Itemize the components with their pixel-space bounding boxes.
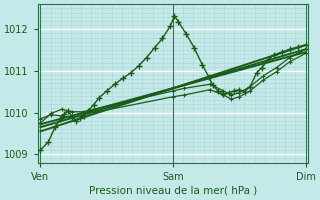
- X-axis label: Pression niveau de la mer( hPa ): Pression niveau de la mer( hPa ): [89, 186, 257, 196]
